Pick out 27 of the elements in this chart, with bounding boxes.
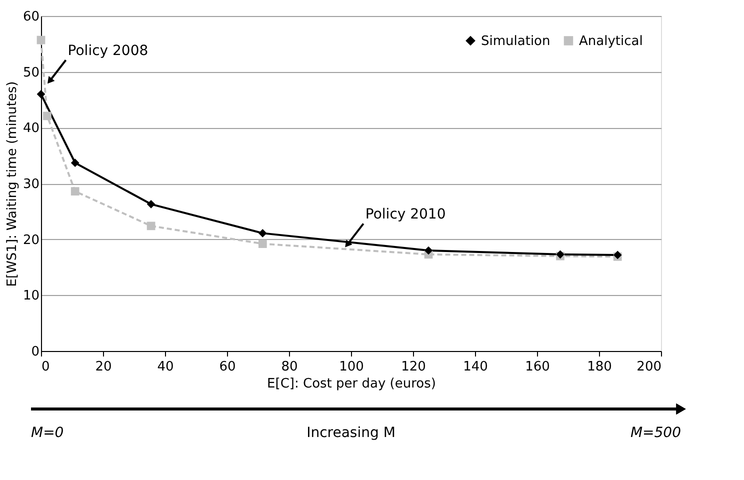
text: M=0 xyxy=(31,425,64,441)
y-tick-label: 60 xyxy=(22,10,40,24)
x-tick-label: 120 xyxy=(401,360,426,374)
text: M=500 xyxy=(630,425,682,441)
x-tick-label: 140 xyxy=(463,360,488,374)
y-tick-label: 50 xyxy=(22,65,40,80)
x-tick-label: 40 xyxy=(157,360,174,374)
y-tick-label: 0 xyxy=(31,344,40,360)
y-tick-label: 20 xyxy=(22,232,40,248)
x-axis-title: E[C]: Cost per day (euros) xyxy=(267,376,436,392)
annotation: Policy 2010 xyxy=(365,206,446,223)
x-tick-label: 20 xyxy=(95,360,112,374)
y-axis-title: E[WS1]: Waiting time (minutes) xyxy=(4,81,20,287)
text: Increasing M xyxy=(306,425,396,441)
x-tick-label: 80 xyxy=(281,360,298,374)
legend-label: Analytical xyxy=(579,34,643,49)
x-tick-label: 0 xyxy=(42,360,50,374)
legend-label: Simulation xyxy=(481,34,550,49)
annotation: Policy 2008 xyxy=(68,43,148,60)
x-tick-label: 160 xyxy=(525,360,550,374)
y-tick-label: 10 xyxy=(22,288,40,304)
y-tick-label: 40 xyxy=(22,121,40,136)
x-tick-label: 60 xyxy=(219,360,236,374)
x-tick-label: 200 xyxy=(636,360,662,374)
x-tick-label: 180 xyxy=(587,360,612,374)
y-tick-label: 30 xyxy=(22,177,40,192)
x-tick-label: 100 xyxy=(339,360,364,374)
